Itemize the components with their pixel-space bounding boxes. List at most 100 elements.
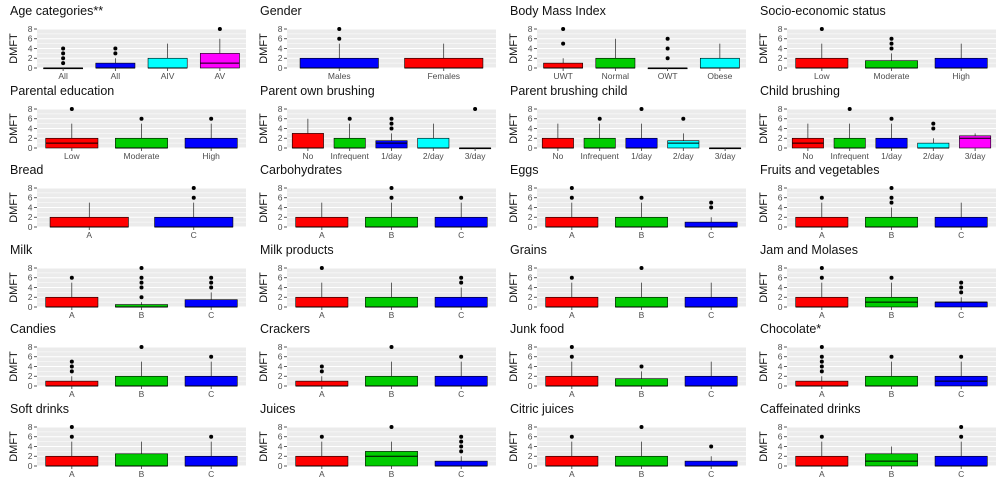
y-tick-label: 6 bbox=[778, 113, 783, 123]
box bbox=[365, 375, 418, 387]
box bbox=[545, 375, 599, 387]
outlier-point bbox=[597, 116, 602, 121]
outlier-point bbox=[847, 106, 852, 111]
x-tick-label: High bbox=[202, 151, 220, 161]
box bbox=[365, 296, 418, 307]
box bbox=[865, 375, 918, 387]
y-axis-label: DMFT bbox=[758, 192, 770, 223]
y-axis-label: DMFT bbox=[508, 33, 520, 64]
outlier-point bbox=[337, 27, 342, 31]
y-tick-label: 6 bbox=[528, 272, 533, 282]
box bbox=[934, 301, 988, 307]
y-tick-label: 2 bbox=[778, 133, 783, 143]
outlier-point bbox=[389, 126, 394, 130]
outlier-point bbox=[61, 61, 66, 66]
x-tick-label: C bbox=[708, 389, 714, 399]
box bbox=[184, 455, 238, 466]
outlier-point bbox=[959, 289, 964, 294]
x-tick-label: Males bbox=[328, 71, 351, 81]
y-tick-label: 4 bbox=[28, 43, 33, 53]
y-tick-label: 0 bbox=[528, 222, 533, 232]
x-tick-label: B bbox=[139, 310, 145, 320]
y-tick-label: 4 bbox=[28, 282, 33, 292]
box-no bbox=[791, 123, 824, 148]
outlier-point bbox=[191, 195, 196, 200]
box bbox=[365, 450, 418, 466]
box bbox=[615, 455, 668, 466]
outlier-point bbox=[639, 424, 644, 429]
y-tick-label: 8 bbox=[528, 103, 533, 113]
y-tick-label: 2 bbox=[528, 371, 533, 381]
box bbox=[934, 57, 988, 69]
outlier-point bbox=[459, 354, 464, 359]
x-tick-label: B bbox=[389, 230, 395, 240]
outlier-point bbox=[569, 275, 574, 280]
x-tick-label: 1/day bbox=[631, 151, 653, 161]
chart-panel: Candies 0 2 4 6 8 DMFT A B C bbox=[0, 318, 250, 399]
x-tick-label: All bbox=[111, 71, 121, 81]
box bbox=[115, 453, 168, 466]
y-tick-label: 4 bbox=[528, 202, 533, 212]
x-tick-label: C bbox=[958, 310, 964, 320]
y-tick-label: 0 bbox=[778, 301, 783, 311]
chart-panel: Citric juices 0 2 4 6 8 DMFT A B C bbox=[500, 398, 750, 477]
x-tick-label: Infrequent bbox=[831, 151, 870, 161]
outlier-point bbox=[889, 275, 894, 280]
box bbox=[615, 378, 668, 387]
box bbox=[299, 57, 379, 69]
y-tick-label: 6 bbox=[528, 352, 533, 362]
outlier-point bbox=[389, 345, 394, 349]
chart-panel: Crackers 0 2 4 6 8 DMFT A B C bbox=[250, 318, 500, 399]
x-tick-label: All bbox=[58, 71, 68, 81]
outlier-point bbox=[819, 195, 824, 200]
outlier-point bbox=[459, 448, 464, 453]
y-tick-label: 6 bbox=[778, 193, 783, 203]
x-tick-label: A bbox=[319, 469, 325, 477]
y-tick-label: 4 bbox=[528, 43, 533, 53]
outlier-point bbox=[209, 280, 214, 285]
box bbox=[49, 216, 129, 228]
outlier-point bbox=[459, 280, 464, 285]
chart-panel: Bread 0 2 4 6 8 DMFT A C bbox=[0, 159, 250, 240]
outlier-point bbox=[639, 195, 644, 200]
outlier-point bbox=[389, 116, 394, 121]
y-axis-label: DMFT bbox=[508, 430, 520, 461]
panel-title: Candies bbox=[10, 322, 56, 336]
box bbox=[959, 135, 992, 148]
y-tick-label: 2 bbox=[278, 212, 283, 222]
outlier-point bbox=[139, 294, 144, 299]
x-tick-label: A bbox=[86, 230, 92, 240]
x-tick-label: 1/day bbox=[381, 151, 403, 161]
y-tick-label: 6 bbox=[28, 113, 33, 123]
y-tick-label: 2 bbox=[528, 53, 533, 63]
outlier-point bbox=[959, 434, 964, 439]
x-tick-label: C bbox=[208, 469, 214, 477]
box bbox=[404, 57, 484, 69]
y-axis-label: DMFT bbox=[8, 271, 20, 302]
x-tick-label: Infrequent bbox=[581, 151, 620, 161]
box bbox=[365, 216, 418, 228]
outlier-point bbox=[139, 265, 144, 270]
outlier-point bbox=[889, 41, 894, 46]
outlier-point bbox=[889, 186, 894, 190]
y-tick-label: 2 bbox=[528, 133, 533, 143]
y-tick-label: 2 bbox=[778, 212, 783, 222]
x-tick-label: Females bbox=[427, 71, 460, 81]
chart-panel: Fruits and vegetables 0 2 4 6 8 DMFT A B C bbox=[750, 159, 1000, 240]
y-tick-label: 0 bbox=[278, 63, 283, 73]
chart-panel: Age categories** 0 2 4 6 8 DMFT All All AIV AV bbox=[0, 0, 250, 81]
y-tick-label: 8 bbox=[778, 421, 783, 431]
outlier-point bbox=[665, 36, 670, 41]
outlier-point bbox=[459, 439, 464, 444]
outlier-point bbox=[931, 126, 936, 130]
x-tick-label: Moderate bbox=[124, 151, 160, 161]
outlier-point bbox=[819, 354, 824, 359]
box bbox=[295, 296, 349, 307]
y-tick-label: 6 bbox=[28, 272, 33, 282]
y-tick-label: 6 bbox=[778, 272, 783, 282]
y-tick-label: 0 bbox=[528, 63, 533, 73]
